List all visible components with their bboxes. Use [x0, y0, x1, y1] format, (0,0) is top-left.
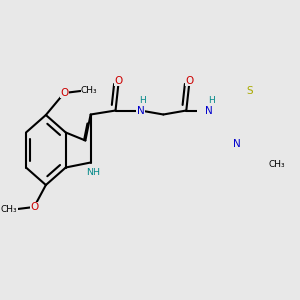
- Text: CH₃: CH₃: [1, 205, 17, 214]
- Text: NH: NH: [86, 168, 100, 177]
- Text: S: S: [247, 86, 253, 96]
- Text: O: O: [60, 88, 68, 98]
- Text: N: N: [206, 106, 213, 116]
- Text: O: O: [185, 76, 194, 85]
- Text: CH₃: CH₃: [81, 86, 98, 95]
- Text: O: O: [30, 202, 38, 212]
- Text: O: O: [115, 76, 123, 85]
- Text: N: N: [233, 139, 241, 149]
- Text: H: H: [208, 96, 214, 105]
- Text: N: N: [136, 106, 144, 116]
- Text: H: H: [139, 96, 146, 105]
- Text: CH₃: CH₃: [269, 160, 285, 169]
